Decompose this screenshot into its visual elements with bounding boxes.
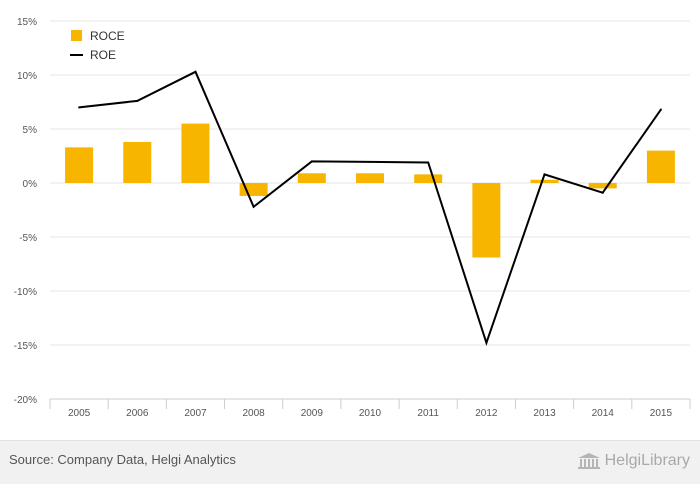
roe-point (369, 160, 371, 163)
roce-bar (123, 141, 152, 183)
roe-point (485, 341, 488, 344)
x-tick-label: 2005 (68, 408, 91, 419)
roce-bar (646, 150, 675, 183)
x-tick-label: 2007 (184, 408, 207, 419)
footer: Source: Company Data, Helgi Analytics He… (0, 440, 700, 484)
roe-point (659, 108, 662, 111)
source-note: Source: Company Data, Helgi Analytics (9, 452, 236, 467)
x-tick-label: 2015 (650, 408, 673, 419)
roe-point (601, 191, 604, 194)
roe-point (427, 161, 430, 164)
y-tick-label: -10% (14, 287, 37, 298)
roe-point (543, 173, 546, 176)
roe-point (252, 205, 255, 208)
y-tick-label: -15% (14, 341, 37, 352)
y-tick-label: -5% (19, 233, 37, 244)
x-tick-label: 2006 (126, 408, 149, 419)
roe-point (310, 160, 313, 163)
roe-line (78, 70, 662, 346)
x-tick-label: 2011 (417, 408, 439, 419)
y-tick-label: 10% (17, 71, 37, 82)
roe-point (136, 99, 139, 102)
x-tick-label: 2012 (475, 408, 498, 419)
legend-swatch-roce (71, 30, 82, 41)
x-axis: 2005 2006 2007 2008 2009 2010 2011 2012 2013 2014… (49, 398, 691, 419)
roce-bar (530, 179, 559, 183)
y-tick-label: -20% (14, 395, 37, 406)
y-axis-tick-labels: 15% 10% 5% 0% -5% -10% -15% -20% (14, 17, 37, 406)
legend-label-roce: ROCE (90, 29, 125, 43)
brand-name: HelgiLibrary (604, 452, 690, 469)
roce-bar (297, 173, 326, 183)
roe-line-series (78, 70, 662, 346)
legend: ROCE ROE (70, 29, 125, 62)
x-tick-label: 2008 (243, 408, 266, 419)
x-tick-label: 2010 (359, 408, 382, 419)
y-tick-label: 5% (23, 125, 38, 136)
x-tick-label: 2013 (533, 408, 556, 419)
y-tick-label: 0% (23, 179, 38, 190)
roce-bar (414, 174, 443, 183)
y-tick-label: 15% (17, 17, 37, 28)
x-tick-label: 2014 (592, 408, 615, 419)
y-gridlines (50, 20, 690, 400)
roce-bars (65, 123, 675, 258)
library-building-icon (577, 453, 600, 469)
brand-logo[interactable]: HelgiLibrary (577, 450, 690, 472)
roe-point (194, 70, 197, 73)
legend-label-roe: ROE (90, 48, 116, 62)
roe-point (78, 106, 81, 109)
roce-bar (65, 147, 94, 183)
roce-bar (181, 123, 210, 183)
x-tick-label: 2009 (301, 408, 324, 419)
roce-bar (356, 173, 384, 183)
roce-bar (472, 183, 501, 258)
roce-roe-chart: 15%10%5%0%-5%-10%-15%-20% 2005 2006 2007 20… (14, 17, 691, 419)
roce-bar (588, 183, 617, 189)
